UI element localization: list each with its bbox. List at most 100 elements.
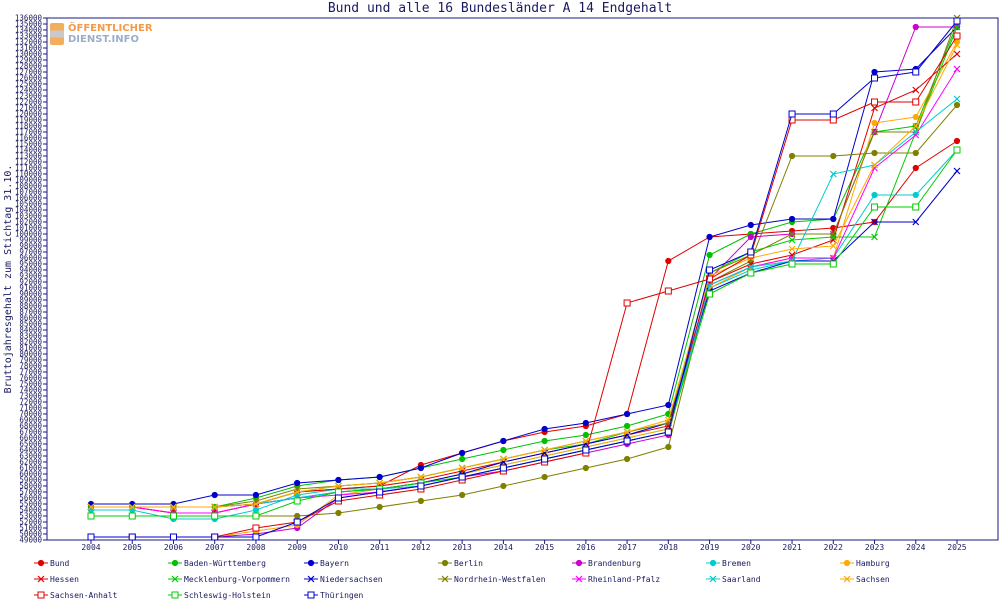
data-point: [953, 50, 961, 58]
y-tick-label: 61000: [19, 464, 42, 473]
x-tick-label: 2005: [123, 543, 142, 552]
data-point: [376, 503, 383, 511]
data-point: [541, 425, 548, 433]
x-tick-label: 2009: [288, 543, 307, 552]
y-tick-label: 70000: [19, 410, 42, 419]
y-tick-label: 83000: [19, 332, 42, 341]
x-tick-label: 2010: [329, 543, 348, 552]
y-tick-label: 101000: [15, 224, 43, 233]
data-point: [293, 488, 301, 496]
marker-stroke: [171, 575, 179, 583]
data-point: [623, 431, 631, 439]
data-point: [128, 512, 136, 520]
data-point: [747, 269, 755, 277]
marker-stroke: [128, 503, 136, 511]
data-point: [871, 119, 878, 127]
marker-stroke: [871, 161, 878, 169]
marker-stroke: [829, 236, 837, 244]
data-point: [830, 152, 837, 160]
data-point: [169, 512, 177, 520]
x-tick-label: 2004: [81, 543, 100, 552]
data-point: [334, 488, 342, 496]
marker-stroke: [211, 503, 219, 511]
data-point: [747, 248, 755, 256]
data-point: [252, 524, 260, 532]
data-point: [293, 497, 301, 505]
marker-stroke: [458, 464, 466, 472]
series-line: [91, 170, 958, 508]
legend-item: Niedersachsen: [304, 575, 383, 584]
data-point: [335, 476, 342, 484]
y-tick-label: 79000: [19, 356, 42, 365]
data-point: [575, 559, 583, 567]
y-tick-label: 111000: [15, 164, 43, 173]
site-logo: ÖFFENTLICHER DIENST.INFO: [50, 21, 162, 47]
data-point: [500, 437, 507, 445]
y-tick-label: 127000: [15, 68, 43, 77]
data-point: [376, 488, 384, 496]
legend-label: Hamburg: [856, 559, 890, 568]
data-point: [788, 215, 796, 223]
data-point: [953, 167, 961, 175]
data-point: [499, 458, 507, 466]
legend-label: Niedersachsen: [320, 575, 383, 584]
y-tick-label: 96000: [19, 254, 42, 263]
y-tick-label: 58000: [19, 482, 42, 491]
data-point: [582, 446, 590, 454]
series-line: [91, 20, 958, 538]
y-tick-label: 97000: [19, 248, 42, 257]
y-tick-label: 55000: [19, 500, 42, 509]
series-4: [87, 23, 961, 541]
logo-mark-icon: [50, 23, 64, 45]
data-point: [788, 236, 796, 244]
y-tick-label: 86000: [19, 314, 42, 323]
x-tick-label: 2019: [700, 543, 719, 552]
y-tick-label: 116000: [15, 134, 43, 143]
data-point: [541, 473, 548, 481]
data-point: [500, 482, 507, 490]
y-tick-label: 88000: [19, 302, 42, 311]
data-point: [953, 17, 961, 25]
y-tick-label: 129000: [15, 56, 43, 65]
y-tick-label: 113000: [15, 152, 43, 161]
series-line: [91, 149, 958, 517]
marker-stroke: [788, 245, 796, 253]
data-point: [829, 233, 837, 241]
data-point: [623, 428, 631, 436]
y-tick-label: 124000: [15, 86, 43, 95]
data-point: [170, 503, 177, 511]
data-point: [829, 116, 837, 124]
x-tick-label: 2020: [741, 543, 760, 552]
marker-stroke: [843, 575, 851, 583]
legend-label: Saarland: [722, 575, 761, 584]
marker-stroke: [664, 416, 672, 424]
data-point: [169, 533, 177, 541]
data-point: [871, 161, 878, 169]
data-point: [37, 575, 45, 583]
data-point: [709, 575, 717, 583]
plot-frame: [46, 17, 999, 541]
y-tick-label: 106000: [15, 194, 43, 203]
data-point: [871, 233, 878, 241]
data-point: [582, 419, 589, 427]
marker-stroke: [953, 50, 961, 58]
data-point: [788, 152, 796, 160]
x-tick-label: 2014: [494, 543, 513, 552]
y-tick-label: 60000: [19, 470, 42, 479]
y-tick-label: 78000: [19, 362, 42, 371]
y-tick-label: 73000: [19, 392, 42, 401]
marker-stroke: [335, 482, 342, 490]
data-point: [706, 290, 714, 298]
data-point: [87, 533, 95, 541]
marker-stroke: [747, 263, 755, 271]
data-point: [829, 170, 837, 178]
data-point: [912, 113, 919, 121]
legend-label: Schleswig-Holstein: [184, 591, 271, 600]
data-point: [912, 191, 919, 199]
legend-item: Nordrhein-Westfalen: [438, 575, 546, 584]
data-point: [706, 233, 713, 241]
data-point: [912, 122, 920, 130]
marker-stroke: [623, 431, 631, 439]
y-tick-label: 128000: [15, 62, 43, 71]
x-tick-label: 2006: [164, 543, 183, 552]
